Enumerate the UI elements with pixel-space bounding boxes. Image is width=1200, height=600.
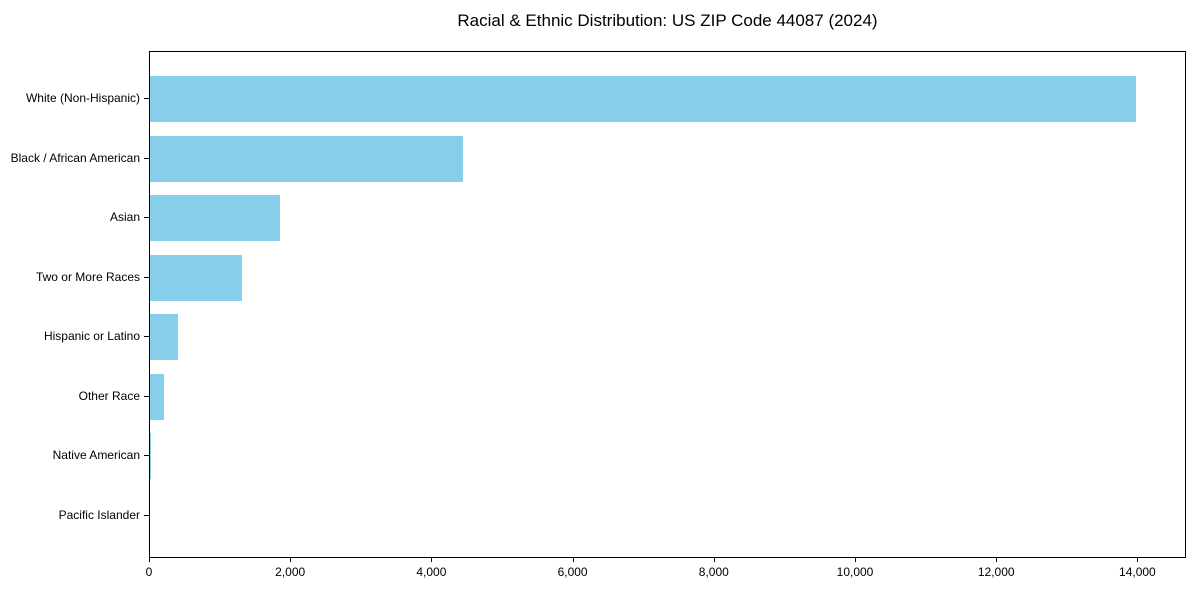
x-tick-label-5: 10,000 — [836, 565, 874, 579]
bar-5 — [150, 373, 165, 420]
x-tick-label-2: 4,000 — [416, 565, 447, 579]
bar-3 — [150, 254, 242, 301]
y-tick-mark-5 — [144, 395, 149, 397]
bar-4 — [150, 314, 179, 360]
x-tick-mark-5 — [855, 558, 856, 562]
bar-1 — [150, 135, 463, 182]
x-tick-label-7: 14,000 — [1119, 565, 1156, 579]
x-tick-mark-0 — [149, 558, 150, 562]
x-tick-label-1: 2,000 — [275, 565, 306, 579]
y-tick-label-1: Black / African American — [10, 150, 140, 165]
y-tick-label-4: Hispanic or Latino — [43, 329, 140, 343]
x-tick-label-0: 0 — [145, 565, 153, 579]
x-tick-label-4: 8,000 — [698, 565, 729, 579]
chart-title: Racial & Ethnic Distribution: US ZIP Cod… — [457, 11, 878, 30]
y-tick-label-0: White (Non-Hispanic) — [25, 91, 140, 105]
bar-2 — [150, 195, 280, 241]
y-tick-mark-4 — [144, 336, 149, 337]
y-tick-label-3: Two or More Races — [35, 269, 140, 284]
y-tick-mark-7 — [144, 514, 149, 516]
x-tick-mark-7 — [1137, 558, 1139, 562]
x-tick-mark-1 — [290, 558, 292, 562]
bar-6 — [150, 433, 152, 479]
y-tick-label-5: Other Race — [78, 388, 140, 403]
y-tick-mark-6 — [144, 455, 149, 456]
plot-area — [149, 51, 1186, 558]
x-tick-mark-4 — [713, 558, 715, 562]
bar-0 — [150, 76, 1136, 122]
y-tick-mark-0 — [144, 98, 149, 99]
y-tick-mark-2 — [144, 217, 149, 218]
x-tick-mark-2 — [431, 558, 433, 562]
y-tick-mark-3 — [144, 276, 149, 278]
y-tick-mark-1 — [144, 157, 149, 159]
x-tick-mark-6 — [996, 558, 998, 562]
x-tick-mark-3 — [572, 558, 574, 562]
x-tick-label-6: 12,000 — [977, 565, 1015, 579]
x-tick-label-3: 6,000 — [557, 565, 588, 579]
y-tick-label-6: Native American — [52, 448, 140, 462]
y-tick-label-2: Asian — [109, 210, 140, 224]
y-tick-label-7: Pacific Islander — [58, 507, 140, 522]
